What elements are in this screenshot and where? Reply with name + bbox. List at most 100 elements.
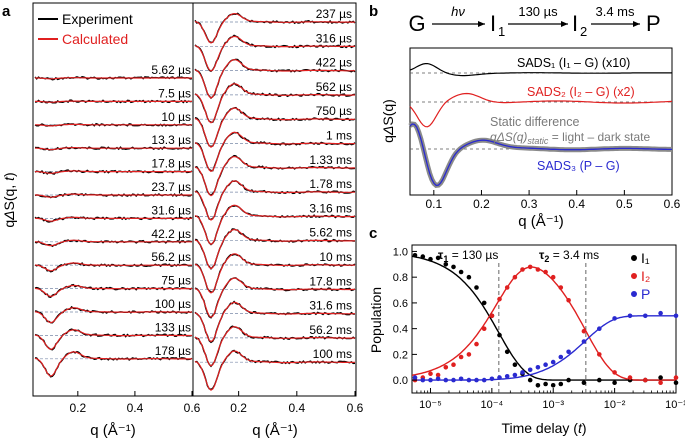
legend-P-label: P — [641, 286, 650, 302]
x-tick-label: 0.4 — [127, 401, 144, 415]
delay-label: 23.7 µs — [151, 180, 191, 194]
delay-label: 31.6 µs — [151, 203, 191, 217]
I2-data-point — [458, 354, 464, 360]
panel-b: SADS₁ (I₁ – G) (x10) SADS₂ (I₂ – G) (x2)… — [380, 47, 681, 230]
panel-c-x-label: Time delay (t) — [501, 420, 586, 436]
static-label-line2: qΔS(q)static = light – dark state — [490, 130, 650, 146]
P-data-point — [435, 376, 441, 382]
panel-a: 5.62 µs 7.5 µs 10 µs 13.3 µs 17.8 µs 23.7 µs 3… — [1, 2, 364, 439]
calculated-curve — [34, 216, 192, 222]
I2-data-point — [504, 285, 510, 290]
I1-data-point — [550, 383, 556, 388]
delay-label: 562 µs — [316, 80, 352, 94]
scheme-arrowhead-2 — [561, 21, 568, 27]
calculated-curve — [194, 228, 355, 270]
calculated-curve — [194, 58, 355, 99]
panel-b-x-label: q (Å⁻¹) — [518, 213, 563, 230]
delay-label: 100 ms — [313, 347, 352, 361]
I2-data-point — [481, 326, 487, 332]
calculated-curve — [194, 277, 355, 318]
I1-data-point — [535, 383, 541, 388]
I1-data-point — [597, 377, 602, 383]
I2-data-point — [435, 372, 441, 378]
scheme-I1-subscript: 1 — [498, 24, 505, 39]
I1-data-point — [558, 381, 564, 387]
x-tick-label: 0.4 — [568, 197, 585, 211]
P-data-point — [597, 326, 602, 332]
delay-label: 316 µs — [316, 31, 352, 45]
I2-data-point — [443, 365, 449, 370]
reaction-scheme: G hν I 1 130 µs I 2 3.4 ms P — [408, 4, 660, 39]
tau2-label: τ2 = 3.4 ms — [539, 248, 599, 264]
sads2-label: SADS₂ (I₂ – G) (x2) — [527, 85, 635, 99]
delay-label: 56.2 µs — [151, 250, 191, 264]
P-data-point — [581, 339, 587, 344]
legend-I1-label: I₁ — [641, 250, 650, 266]
I1-data-point — [527, 377, 533, 383]
x-tick-label: 0.6 — [347, 401, 364, 415]
scheme-I2: I — [572, 11, 578, 36]
calculated-curve — [34, 239, 192, 247]
delay-label: 1.78 ms — [309, 177, 352, 191]
sads1-curve — [409, 63, 672, 77]
I2-data-point — [535, 267, 541, 272]
x-tick-label: 0.6 — [664, 197, 681, 211]
x-tick-label: 0.4 — [288, 401, 305, 415]
P-data-point — [520, 370, 525, 375]
I1-data-point — [443, 262, 449, 267]
x-tick-label: 0.3 — [521, 197, 538, 211]
P-data-point — [627, 313, 633, 319]
P-data-point — [658, 310, 663, 316]
I1-data-point — [481, 300, 487, 306]
panel-c-axis-ticks: 0.0 0.2 0.4 0.6 0.8 1.0 10⁻⁵ 10⁻⁴ 10⁻³ 10⁻² 10⁻¹ — [393, 246, 685, 411]
I2-data-point — [497, 296, 502, 302]
I1-data-point — [428, 256, 433, 262]
delay-label: 3.16 ms — [309, 201, 352, 215]
calculated-curve — [34, 262, 192, 272]
I1-data-point — [543, 381, 548, 387]
legend-I1-marker — [631, 255, 637, 261]
calculated-curve — [35, 170, 192, 174]
P-data-point — [512, 372, 518, 378]
delay-label: 10 µs — [161, 110, 191, 124]
x-tick-label: 10⁻³ — [542, 399, 564, 411]
I2-data-point — [558, 285, 564, 290]
calculated-curve — [194, 253, 355, 294]
calculated-curve — [34, 284, 192, 298]
delay-label: 422 µs — [316, 56, 352, 70]
calculated-curve — [34, 351, 192, 377]
P-data-point — [481, 377, 487, 383]
panel-a-x-ticks: 0.2 0.4 0.6 0.2 0.4 0.6 — [69, 391, 364, 415]
delay-label: 17.8 µs — [151, 157, 191, 171]
P-data-point — [566, 349, 571, 355]
scheme-step-3-label: 3.4 ms — [595, 4, 635, 19]
calculated-curve — [194, 350, 355, 391]
panel-b-label: b — [369, 3, 378, 20]
x-tick-label: 0.1 — [425, 197, 442, 211]
calculated-curve — [35, 147, 192, 151]
panel-b-frame — [409, 47, 673, 196]
panel-c-data-points — [412, 253, 679, 388]
P-data-point — [612, 316, 617, 321]
I1-data-point — [497, 332, 502, 338]
panel-b-x-ticks: 0.1 0.2 0.3 0.4 0.5 0.6 — [425, 190, 681, 211]
calculated-curve — [194, 326, 355, 367]
I2-data-point — [527, 264, 533, 270]
delay-label: 750 µs — [316, 104, 352, 118]
P-data-point — [527, 367, 533, 373]
I2-data-point — [627, 375, 633, 380]
I2-data-point — [474, 341, 479, 347]
I2-data-point — [658, 380, 663, 386]
P-data-point — [673, 313, 679, 319]
I1-data-point — [566, 377, 571, 383]
panel-c: 0.0 0.2 0.4 0.6 0.8 1.0 10⁻⁵ 10⁻⁴ 10⁻³ 10⁻² 10⁻¹ τ… — [368, 244, 685, 436]
P-data-point — [543, 362, 548, 368]
P-data-point — [420, 377, 426, 383]
I2-data-point — [550, 274, 556, 280]
I2-data-point — [489, 313, 495, 319]
delay-label: 10 ms — [319, 250, 352, 264]
legend-experiment-label: Experiment — [62, 11, 133, 27]
x-tick-label: 10⁻⁴ — [480, 399, 503, 411]
sads3-label: SADS₃ (P – G) — [537, 159, 620, 173]
